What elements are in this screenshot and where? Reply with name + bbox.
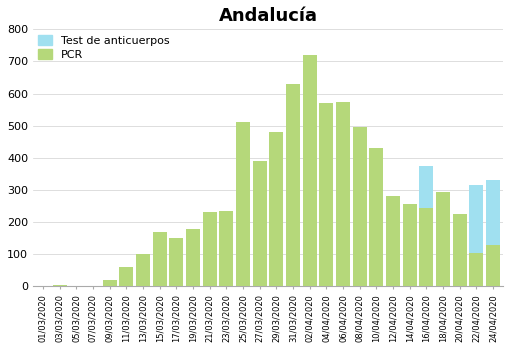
Bar bbox=[485, 180, 499, 287]
Bar bbox=[36, 286, 50, 287]
Bar bbox=[302, 55, 316, 287]
Bar bbox=[52, 285, 67, 287]
Bar bbox=[452, 214, 466, 287]
Bar bbox=[202, 213, 216, 287]
Bar bbox=[286, 84, 299, 287]
Bar bbox=[69, 286, 83, 287]
Bar bbox=[352, 127, 366, 287]
Bar bbox=[319, 103, 333, 287]
Bar bbox=[418, 208, 433, 287]
Bar bbox=[468, 253, 483, 287]
Bar bbox=[86, 286, 100, 287]
Bar bbox=[169, 238, 183, 287]
Bar bbox=[485, 245, 499, 287]
Bar bbox=[468, 185, 483, 287]
Bar bbox=[385, 196, 400, 287]
Bar bbox=[418, 166, 433, 287]
Bar bbox=[119, 267, 133, 287]
Bar bbox=[369, 148, 383, 287]
Bar bbox=[236, 122, 249, 287]
Bar bbox=[435, 254, 449, 287]
Bar bbox=[252, 161, 266, 287]
Bar bbox=[435, 192, 449, 287]
Legend: Test de anticuerpos, PCR: Test de anticuerpos, PCR bbox=[38, 35, 169, 60]
Bar bbox=[269, 132, 283, 287]
Bar bbox=[219, 211, 233, 287]
Bar bbox=[185, 229, 200, 287]
Title: Andalucía: Andalucía bbox=[218, 7, 317, 25]
Bar bbox=[102, 280, 117, 287]
Bar bbox=[452, 216, 466, 287]
Bar bbox=[402, 205, 416, 287]
Bar bbox=[335, 102, 349, 287]
Bar bbox=[135, 254, 150, 287]
Bar bbox=[152, 232, 166, 287]
